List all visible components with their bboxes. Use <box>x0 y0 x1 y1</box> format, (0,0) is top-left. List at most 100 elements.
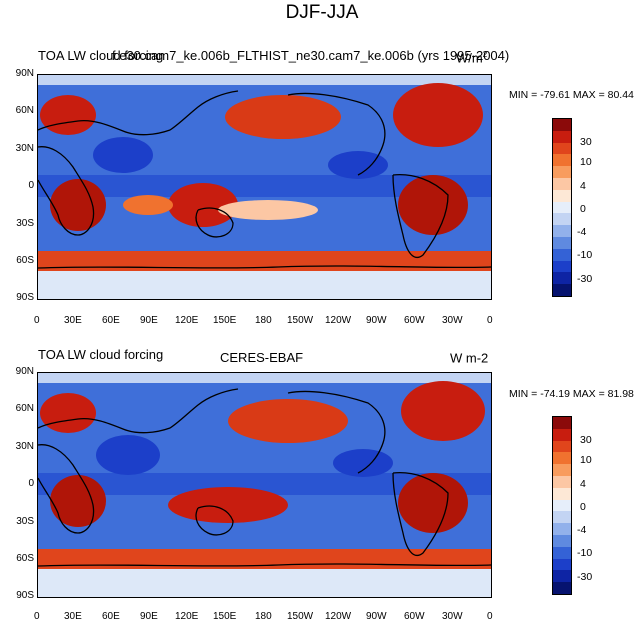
north-america-coast <box>287 390 386 474</box>
antarctic-band <box>38 569 491 597</box>
itcz-band <box>38 175 491 197</box>
eurasia-coast <box>38 388 239 434</box>
africa-coast <box>38 146 95 236</box>
colorbar-swatch <box>553 213 571 226</box>
lon-label: 60E <box>102 611 120 622</box>
africa-coast <box>38 444 95 534</box>
colorbar-label: -10 <box>577 547 593 559</box>
colorbar-swatch <box>553 248 571 261</box>
lat-label: 0 <box>28 478 34 489</box>
colorbar-label: 30 <box>580 136 592 148</box>
colorbar-label: 4 <box>580 180 586 192</box>
lat-label: 90N <box>15 366 34 377</box>
panel2-left-title: TOA LW cloud forcing <box>38 347 164 362</box>
panel1-units: W/m2 <box>456 50 487 65</box>
europe-patch <box>40 95 96 135</box>
colorbar-swatch <box>553 570 571 583</box>
australia-coast <box>195 505 234 536</box>
panel1-left-title: TOA LW cloud forcing <box>38 48 164 63</box>
colorbar-swatch <box>553 487 571 500</box>
colorbar-swatch <box>553 225 571 237</box>
panel1-map-svg <box>38 75 491 299</box>
lat-label: 30S <box>16 218 34 229</box>
south-pacific-patch <box>218 200 318 220</box>
colorbar-swatch <box>553 142 571 155</box>
panel2-coastlines <box>38 388 491 567</box>
colorbar-label: -30 <box>577 571 593 583</box>
africa-patch <box>50 179 106 231</box>
arctic-band <box>38 75 491 85</box>
lon-label: 180 <box>255 611 272 622</box>
lon-label: 180 <box>255 315 272 326</box>
lon-label: 150E <box>213 611 237 622</box>
colorbar-swatch <box>553 166 571 178</box>
panel2-map <box>37 372 492 598</box>
indian-ocean-patch <box>123 195 173 215</box>
colorbar-swatch <box>553 177 571 190</box>
lon-label: 120E <box>175 611 199 622</box>
figure-title: DJF-JJA <box>285 2 359 23</box>
colorbar-swatch <box>553 260 571 273</box>
lon-label: 120W <box>325 611 352 622</box>
colorbar-label: -4 <box>577 226 587 238</box>
antarctica-coast <box>38 265 491 269</box>
colorbar-swatch <box>553 130 571 143</box>
central-america-patch <box>333 449 393 477</box>
colorbar-label: -10 <box>577 249 593 261</box>
lat-label: 60S <box>16 553 34 564</box>
colorbar-swatch <box>553 511 571 524</box>
lon-label: 90E <box>140 611 158 622</box>
colorbar-label: -30 <box>577 273 593 285</box>
colorbar-swatch <box>553 236 571 249</box>
colorbar-swatch <box>553 452 571 465</box>
colorbar-label: -4 <box>577 524 587 536</box>
lon-label: 150W <box>287 611 314 622</box>
lon-label: 120W <box>325 315 352 326</box>
colorbar-swatch <box>553 284 571 296</box>
colorbar-label: 10 <box>580 156 592 168</box>
maritime-continent-patch <box>168 183 238 227</box>
panel2-min-max: MIN = -74.19 MAX = 81.98 <box>509 388 634 400</box>
panel1-center-title: f.e30.cam7_ke.006b_FLTHIST_ne30.cam7_ke.… <box>112 48 510 63</box>
lon-label: 60W <box>404 315 425 326</box>
north-pacific-patch <box>228 399 348 443</box>
north-pacific-patch <box>225 95 341 139</box>
colorbar-label: 30 <box>580 434 592 446</box>
panel1-min-max: MIN = -79.61 MAX = 80.44 <box>509 89 634 101</box>
lat-label: 90N <box>15 68 34 79</box>
colorbar-swatch <box>553 534 571 547</box>
lon-label: 120E <box>175 315 199 326</box>
north-atlantic-patch <box>393 83 483 147</box>
australia-coast <box>195 207 234 238</box>
lat-label: 0 <box>28 180 34 191</box>
south-america-patch <box>398 473 468 533</box>
lon-label: 0 <box>34 315 40 326</box>
arctic-band <box>38 373 491 383</box>
lat-label: 90S <box>16 590 34 601</box>
panel1-colorbar <box>552 118 572 297</box>
lat-label: 60S <box>16 255 34 266</box>
panel1-lon-axis: 0 30E 60E 90E 120E 150E 180 150W 120W 90… <box>0 315 644 329</box>
antarctic-band <box>38 271 491 299</box>
lon-label: 30W <box>442 611 463 622</box>
colorbar-swatch <box>553 417 571 429</box>
lon-label: 60W <box>404 611 425 622</box>
panel2-map-svg <box>38 373 491 597</box>
lat-label: 30N <box>15 441 34 452</box>
panel2-lon-axis: 0 30E 60E 90E 120E 150E 180 150W 120W 90… <box>0 611 644 625</box>
lon-label: 60E <box>102 315 120 326</box>
europe-patch <box>40 393 96 433</box>
panel2-units: W m-2 <box>450 350 488 365</box>
colorbar-swatch <box>553 475 571 488</box>
lon-label: 0 <box>487 611 493 622</box>
colorbar-swatch <box>553 464 571 476</box>
lon-label: 0 <box>487 315 493 326</box>
colorbar-swatch <box>553 272 571 285</box>
colorbar-swatch <box>553 189 571 202</box>
lon-label: 150E <box>213 315 237 326</box>
lat-label: 30N <box>15 143 34 154</box>
colorbar-swatch <box>553 154 571 167</box>
colorbar-swatch <box>553 119 571 131</box>
panel1-units-base: W/m <box>456 50 483 66</box>
africa-patch <box>50 475 106 527</box>
